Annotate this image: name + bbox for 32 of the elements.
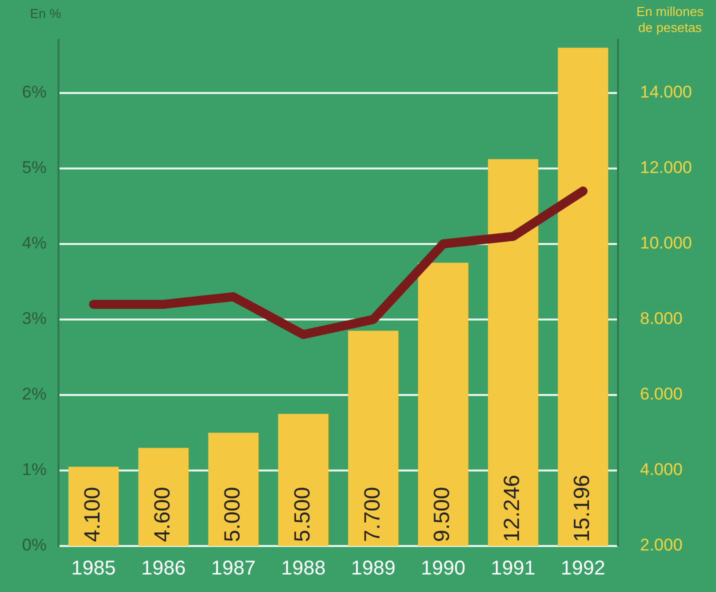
x-tick-label: 1985 bbox=[71, 558, 116, 580]
data-label: 7.700 bbox=[359, 486, 384, 542]
y2-tick-label: 14.000 bbox=[640, 82, 692, 102]
y2-tick-label: 4.000 bbox=[640, 460, 683, 480]
data-label: 9.500 bbox=[429, 486, 454, 542]
y2-tick-label: 10.000 bbox=[640, 234, 692, 253]
y2-axis-title: En millones de pesetas bbox=[636, 4, 704, 36]
data-label: 12.246 bbox=[499, 474, 524, 542]
data-label: 5.000 bbox=[219, 486, 244, 542]
y-tick-label: 4% bbox=[22, 234, 47, 253]
data-label: 4.600 bbox=[150, 486, 175, 542]
y2-tick-label: 12.000 bbox=[640, 158, 692, 178]
data-label: 4.100 bbox=[80, 486, 105, 542]
y-axis-title: En % bbox=[30, 6, 62, 22]
x-tick-label: 1989 bbox=[351, 558, 396, 580]
x-tick-label: 1991 bbox=[490, 558, 536, 580]
x-tick-label: 1992 bbox=[560, 558, 606, 580]
y-tick-label: 2% bbox=[22, 384, 47, 404]
y-tick-label: 1% bbox=[22, 460, 47, 480]
y-tick-label: 0% bbox=[22, 536, 47, 555]
y2-tick-label: 8.000 bbox=[640, 309, 683, 328]
data-label: 15.196 bbox=[569, 474, 594, 542]
y-tick-label: 3% bbox=[22, 309, 47, 328]
y-tick-label: 6% bbox=[22, 82, 47, 102]
data-label: 5.500 bbox=[289, 486, 314, 542]
x-tick-label: 1987 bbox=[211, 558, 256, 580]
y-tick-label: 5% bbox=[22, 158, 47, 178]
x-tick-label: 1986 bbox=[141, 558, 186, 580]
y2-tick-label: 6.000 bbox=[640, 384, 683, 404]
y2-tick-label: 2.000 bbox=[640, 536, 683, 555]
x-tick-label: 1990 bbox=[420, 558, 466, 580]
x-tick-label: 1988 bbox=[281, 558, 326, 580]
